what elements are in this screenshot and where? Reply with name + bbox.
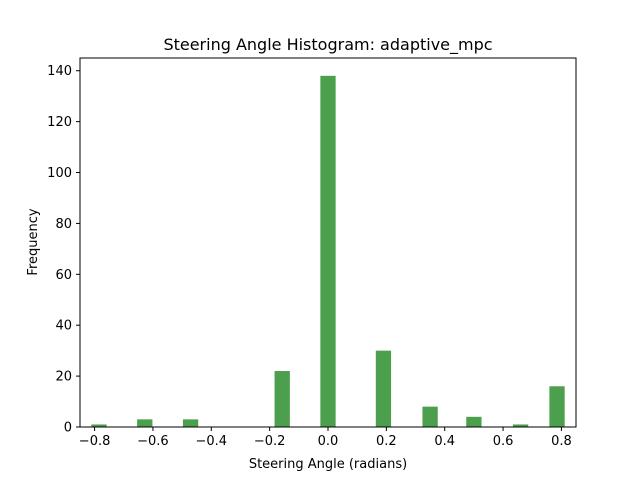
bars-group (91, 75, 565, 428)
histogram-bar (274, 371, 290, 427)
x-tick-label: 0.8 (551, 434, 572, 449)
x-axis-label: Steering Angle (radians) (249, 457, 407, 472)
y-tick-label: 20 (55, 370, 72, 385)
histogram-bar (375, 350, 392, 427)
chart-title: Steering Angle Histogram: adaptive_mpc (163, 35, 492, 55)
y-tick-label: 80 (55, 217, 72, 232)
x-axis: −0.8 −0.6 −0.4 −0.2 0.0 0.2 0.4 0.6 0.8 (79, 427, 572, 449)
histogram-bar (466, 416, 482, 427)
histogram-bar (512, 424, 529, 427)
y-axis: 0 20 40 60 80 100 120 140 (47, 64, 80, 436)
histogram-bar (549, 386, 565, 427)
y-axis-label: Frequency (26, 208, 41, 275)
histogram-bar (320, 75, 336, 428)
y-tick-label: 140 (47, 64, 72, 79)
x-tick-label: −0.2 (254, 434, 286, 449)
x-tick-label: 0.2 (376, 434, 397, 449)
y-tick-label: 60 (55, 268, 72, 283)
y-tick-label: 40 (55, 319, 72, 334)
y-tick-label: 120 (47, 115, 72, 130)
y-tick-label: 0 (64, 421, 72, 436)
histogram-bar (137, 419, 153, 427)
x-tick-label: −0.8 (79, 434, 111, 449)
x-tick-label: −0.6 (137, 434, 169, 449)
y-tick-label: 100 (47, 166, 72, 181)
x-tick-label: 0.6 (493, 434, 514, 449)
histogram-bar (182, 419, 199, 427)
x-tick-label: −0.4 (196, 434, 228, 449)
histogram-bar (422, 406, 438, 427)
x-tick-label: 0.4 (434, 434, 455, 449)
x-tick-label: 0.0 (318, 434, 339, 449)
histogram-bar (91, 424, 107, 427)
